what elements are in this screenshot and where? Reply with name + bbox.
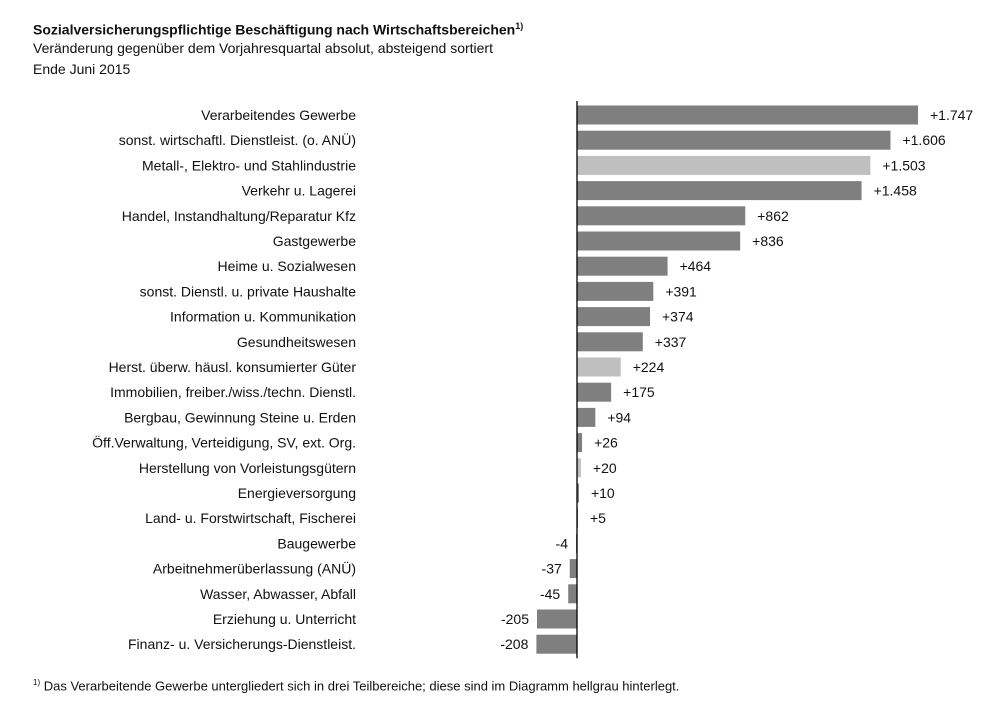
bar xyxy=(577,407,596,427)
category-label: Gastgewerbe xyxy=(273,233,356,249)
bar xyxy=(577,458,581,478)
data-label: +374 xyxy=(662,309,694,325)
data-label: +10 xyxy=(591,485,615,501)
bar xyxy=(577,231,741,251)
data-label: +836 xyxy=(752,233,784,249)
category-label: Gesundheitswesen xyxy=(237,334,356,350)
bar xyxy=(577,155,871,175)
bar xyxy=(577,256,668,276)
footnote: 1) Das Verarbeitende Gewerbe untergliede… xyxy=(33,678,680,694)
category-label: sonst. wirtschaftl. Dienstleist. (o. ANÜ… xyxy=(119,131,356,148)
category-label: Wasser, Abwasser, Abfall xyxy=(200,586,356,602)
category-label: Bergbau, Gewinnung Steine u. Erden xyxy=(124,409,356,425)
bar xyxy=(568,584,577,604)
bar xyxy=(577,433,583,453)
bar xyxy=(569,559,577,579)
data-label: +464 xyxy=(680,258,712,274)
bar xyxy=(577,181,862,201)
chart-subtitle: Veränderung gegenüber dem Vorjahresquart… xyxy=(33,40,493,56)
category-label: Immobilien, freiber./wiss./techn. Dienst… xyxy=(110,384,356,400)
data-label: -208 xyxy=(500,636,528,652)
category-label: Information u. Kommunikation xyxy=(170,309,356,325)
data-label: +20 xyxy=(593,460,617,476)
category-label: Land- u. Forstwirtschaft, Fischerei xyxy=(145,510,356,526)
data-label: +1.606 xyxy=(902,132,945,148)
category-label: Finanz- u. Versicherungs-Dienstleist. xyxy=(128,636,356,652)
bar xyxy=(577,307,651,327)
bar xyxy=(577,357,621,377)
bar xyxy=(577,483,579,503)
data-label: +5 xyxy=(590,510,606,526)
bar xyxy=(577,281,654,301)
category-label: Energieversorgung xyxy=(238,485,356,501)
category-label: Heime u. Sozialwesen xyxy=(217,258,356,274)
category-label: Metall-, Elektro- und Stahlindustrie xyxy=(142,157,356,173)
data-label: +1.458 xyxy=(874,183,917,199)
category-label: Arbeitnehmerüberlassung (ANÜ) xyxy=(153,560,356,577)
data-label: +1.747 xyxy=(930,107,973,123)
category-label: Herstellung von Vorleistungsgütern xyxy=(139,460,356,476)
data-label: -45 xyxy=(540,586,560,602)
category-label: sonst. Dienstl. u. private Haushalte xyxy=(140,283,357,299)
category-label: Baugewerbe xyxy=(277,535,356,551)
category-label: Verkehr u. Lagerei xyxy=(242,183,356,199)
bar xyxy=(577,332,643,352)
chart-period: Ende Juni 2015 xyxy=(33,61,131,77)
category-label: Öff.Verwaltung, Verteidigung, SV, ext. O… xyxy=(92,434,356,451)
data-label: +94 xyxy=(607,409,631,425)
bar xyxy=(536,634,577,654)
bar xyxy=(577,105,918,125)
bar xyxy=(577,206,746,226)
category-label: Handel, Instandhaltung/Reparatur Kfz xyxy=(122,208,356,224)
bar xyxy=(536,609,577,629)
chart-title: Sozialversicherungspflichtige Beschäftig… xyxy=(33,21,524,38)
category-label: Erziehung u. Unterricht xyxy=(213,611,356,627)
data-label: +862 xyxy=(757,208,789,224)
category-label: Herst. überw. häusl. konsumierter Güter xyxy=(109,359,357,375)
data-label: +175 xyxy=(623,384,655,400)
data-label: +1.503 xyxy=(882,157,925,173)
data-label: +224 xyxy=(633,359,665,375)
data-label: +391 xyxy=(665,283,697,299)
bar xyxy=(577,382,612,402)
data-label: +26 xyxy=(594,435,618,451)
data-label: +337 xyxy=(655,334,687,350)
data-label: -37 xyxy=(542,561,562,577)
category-label: Verarbeitendes Gewerbe xyxy=(201,107,356,123)
data-label: -205 xyxy=(501,611,529,627)
bar xyxy=(577,130,891,150)
data-label: -4 xyxy=(556,535,569,551)
